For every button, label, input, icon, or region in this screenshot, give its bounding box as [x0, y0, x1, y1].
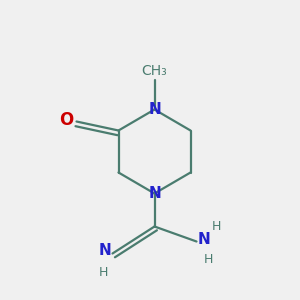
Text: O: O [58, 111, 73, 129]
Text: N: N [198, 232, 211, 247]
Text: N: N [148, 186, 161, 201]
Text: CH₃: CH₃ [142, 64, 167, 78]
Text: H: H [211, 220, 221, 233]
Text: H: H [204, 253, 213, 266]
Text: N: N [148, 102, 161, 117]
Text: N: N [98, 243, 111, 258]
Text: H: H [99, 266, 108, 280]
